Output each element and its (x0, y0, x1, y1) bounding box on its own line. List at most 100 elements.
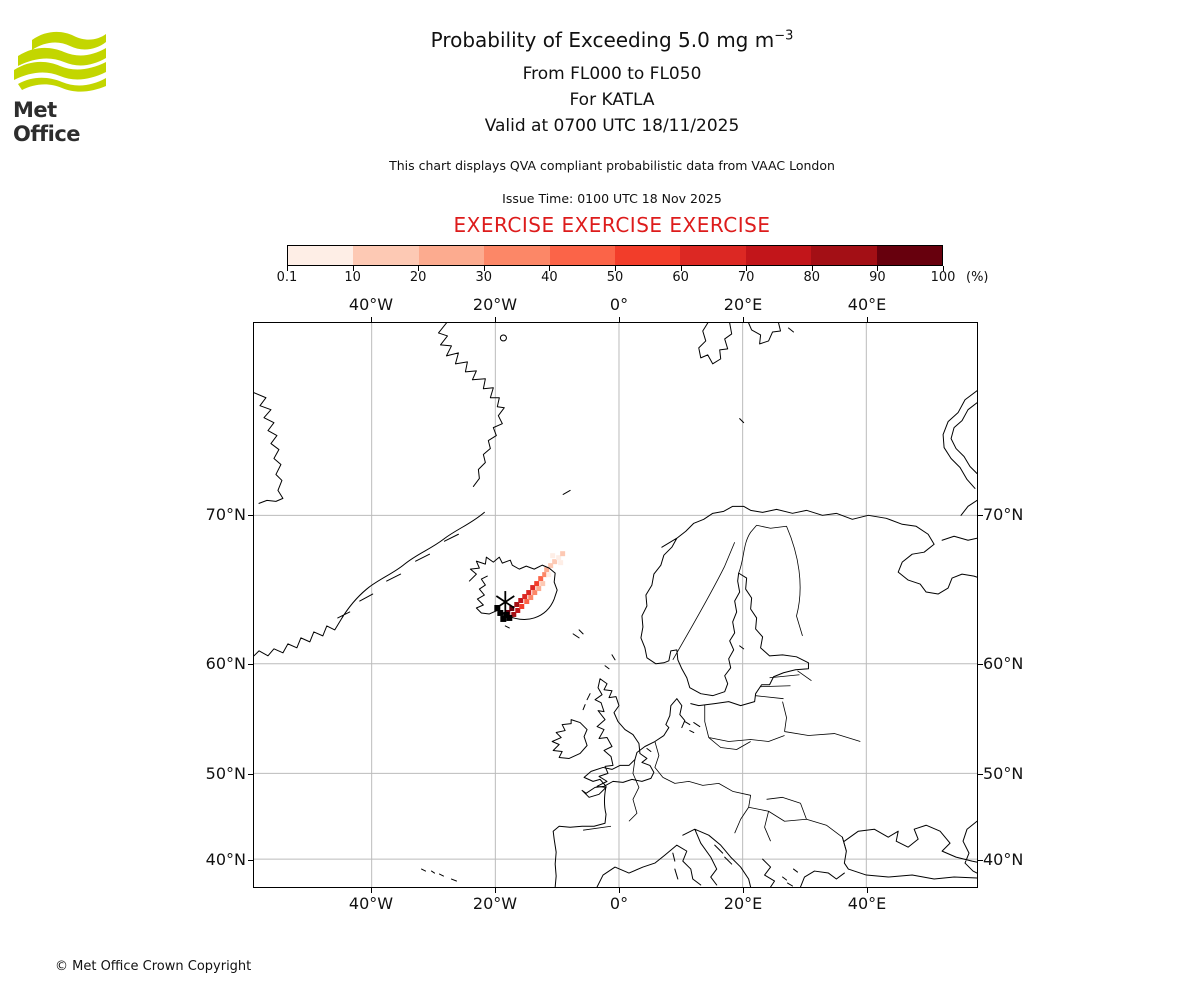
map-tick (248, 664, 253, 665)
colorbar-tick (352, 266, 354, 271)
colorbar-tick (549, 266, 551, 271)
ash-cell (560, 551, 566, 557)
volcano-near-field-cells (494, 605, 513, 622)
coastline-scandinavia-baltic (640, 505, 977, 707)
colorbar-tick (287, 266, 288, 271)
colorbar-segment (680, 246, 746, 265)
colorbar-segment (418, 246, 485, 265)
lat-label-left: 60°N (205, 654, 246, 673)
ash-cell (552, 559, 558, 565)
ash-cell (528, 595, 534, 601)
ash-cell (558, 560, 564, 566)
lat-label-left: 70°N (205, 505, 246, 524)
lat-label-left: 40°N (205, 850, 246, 869)
colorbar-tick-label: 100 (930, 270, 956, 285)
colorbar-tick (746, 266, 748, 271)
ash-cell (524, 599, 530, 605)
ash-cell (522, 594, 528, 600)
volcano-cell (497, 609, 504, 616)
colorbar-segment (353, 246, 419, 265)
colorbar-tick-label: 70 (737, 270, 755, 285)
lat-label-right: 50°N (983, 764, 1024, 783)
ash-cell (530, 585, 536, 591)
exercise-banner: EXERCISE EXERCISE EXERCISE (453, 213, 771, 237)
issue-time: Issue Time: 0100 UTC 18 Nov 2025 (502, 191, 722, 206)
map-tick (495, 888, 496, 893)
ash-cell (511, 611, 517, 617)
colorbar-tick (615, 266, 616, 271)
colorbar-segment (484, 246, 550, 265)
map-tick (743, 888, 744, 893)
coastline-uk-ireland (551, 629, 655, 798)
ash-cell (544, 567, 550, 573)
country-borders (583, 524, 861, 852)
colorbar-tick (811, 266, 813, 271)
colorbar-segment (549, 246, 616, 265)
map-tick (978, 860, 983, 861)
map-tick (867, 317, 868, 322)
ash-cell (540, 581, 546, 587)
colorbar-segment (745, 246, 812, 265)
met-office-waves-icon (14, 31, 106, 92)
ash-cell (515, 607, 521, 613)
subtitle-volcano: For KATLA (569, 90, 655, 110)
colorbar-tick-label: 90 (869, 270, 886, 285)
colorbar-tick (877, 266, 879, 271)
ash-cell (548, 563, 554, 569)
ash-cell (556, 555, 562, 561)
ash-cell (546, 572, 552, 578)
qva-note: This chart displays QVA compliant probab… (389, 158, 835, 173)
map-tick (743, 317, 744, 322)
colorbar-tick (483, 266, 485, 271)
graticule (254, 323, 977, 887)
colorbar-segment (615, 246, 681, 265)
lon-label-top: 20°W (472, 295, 518, 314)
coastline-continental-europe (421, 698, 701, 887)
ash-cell (518, 598, 524, 604)
lon-label-bottom: 40°W (348, 894, 394, 913)
colorbar-tick-label: 50 (606, 270, 624, 285)
ash-cell (532, 590, 538, 596)
coastline-iceland (468, 556, 558, 629)
ash-cell (526, 590, 532, 596)
chart-title: Probability of Exceeding 5.0 mg m−3 (430, 28, 794, 52)
map-tick (248, 860, 253, 861)
ash-cell (538, 576, 544, 582)
lon-label-bottom: 0° (609, 894, 629, 913)
lon-label-bottom: 20°E (723, 894, 763, 913)
ash-cell (536, 586, 542, 592)
colorbar-tick-label: 20 (409, 270, 427, 285)
lat-label-left: 50°N (205, 764, 246, 783)
map-tick (248, 515, 253, 516)
colorbar-tick-label: 40 (541, 270, 558, 285)
colorbar-tick-label: 80 (803, 270, 821, 285)
colorbar-segment (811, 246, 877, 265)
volcano-cell (506, 614, 513, 621)
copyright-text: © Met Office Crown Copyright (55, 959, 252, 974)
colorbar-tick-label: 60 (672, 270, 689, 285)
subtitle-valid-time: Valid at 0700 UTC 18/11/2025 (484, 116, 740, 136)
map-tick (619, 317, 620, 322)
ash-cell (519, 604, 525, 609)
colorbar-tick (680, 266, 682, 271)
lat-label-right: 60°N (983, 654, 1024, 673)
met-office-logo: Met Office (13, 26, 123, 146)
lat-label-right: 70°N (983, 505, 1024, 524)
lat-label-right: 40°N (983, 850, 1024, 869)
lon-label-top: 0° (609, 295, 629, 314)
map-tick (619, 888, 620, 893)
colorbar-tick-label: 30 (475, 270, 493, 285)
map-tick (248, 774, 253, 775)
colorbar-tick (943, 266, 944, 271)
map-tick (978, 515, 983, 516)
ash-cell (534, 581, 540, 587)
colorbar-unit-label: (%) (966, 270, 989, 285)
map-tick (978, 774, 983, 775)
ash-cell (550, 553, 556, 559)
colorbar-segment (876, 246, 943, 265)
map-tick (978, 664, 983, 665)
colorbar-tick-label: 10 (344, 270, 361, 285)
ash-cell (509, 605, 515, 611)
ash-cell (542, 572, 548, 578)
lon-label-top: 20°E (723, 295, 763, 314)
